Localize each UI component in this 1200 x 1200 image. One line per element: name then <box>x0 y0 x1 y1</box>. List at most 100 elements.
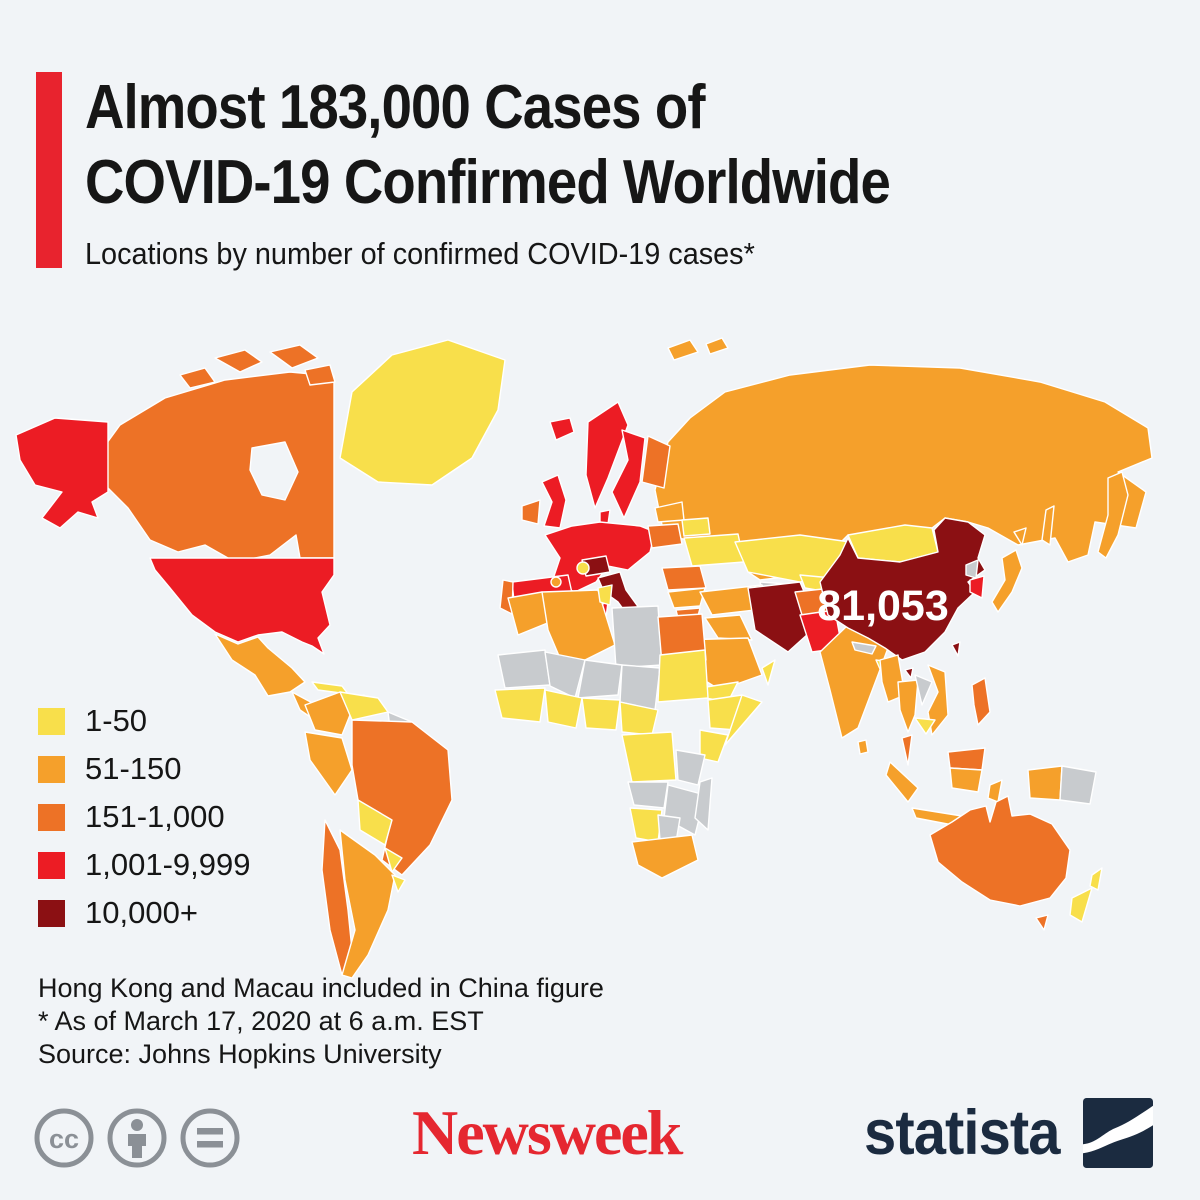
map-region-usa <box>149 557 335 655</box>
map-region-philippines <box>971 677 991 726</box>
newsweek-logo: Newsweek. <box>412 1097 684 1168</box>
map-region-romania <box>661 565 707 591</box>
map-microstate-dot <box>550 576 562 588</box>
map-region-uk <box>541 474 567 529</box>
map-region-hainan <box>904 667 914 679</box>
map-region-malaysia <box>901 734 913 766</box>
map-region-png <box>1059 765 1097 805</box>
map-region-west-new-guinea <box>1027 765 1063 801</box>
map-region-new-zealand-north <box>1089 867 1103 891</box>
map-microstate-dot <box>576 561 590 575</box>
map-region-cambodia <box>914 717 936 735</box>
map-region-angola <box>627 781 669 809</box>
map-region-svalbard-2 <box>705 337 729 355</box>
china-cases-label: 81,053 <box>817 582 949 630</box>
map-region-iceland <box>549 417 575 441</box>
page-title: Almost 183,000 Cases of COVID-19 Confirm… <box>85 70 1000 220</box>
map-region-algeria <box>541 589 616 671</box>
map-region-australia <box>929 795 1071 907</box>
map-region-bolivia <box>357 799 393 846</box>
legend-label: 1,001-9,999 <box>85 847 251 882</box>
map-region-niger <box>577 659 623 699</box>
legend-row: 10,000+ <box>38 889 250 937</box>
footnote-source: Source: Johns Hopkins University <box>38 1039 442 1069</box>
map-region-arctic-islands <box>214 349 263 373</box>
map-region-tunisia <box>597 584 613 606</box>
map-region-tanzania <box>675 749 706 786</box>
title-line-1: Almost 183,000 Cases of <box>85 73 706 142</box>
legend-row: 1,001-9,999 <box>38 841 250 889</box>
map-region-nigeria <box>581 697 621 731</box>
map-region-somalia <box>724 694 763 746</box>
statista-wordmark: statista <box>864 1098 1061 1168</box>
map-region-tasmania <box>1035 914 1049 931</box>
map-region-sulawesi <box>987 779 1003 803</box>
map-region-serbia-bulgaria <box>667 587 706 609</box>
map-region-kenya <box>699 729 729 763</box>
map-region-mauritania <box>497 649 551 689</box>
map-region-arctic-islands <box>304 364 336 386</box>
map-region-colombia <box>304 691 353 736</box>
map-region-nepal <box>851 641 877 655</box>
hudson-bay <box>249 441 299 501</box>
map-region-arctic-islands <box>269 344 319 369</box>
map-region-ukraine <box>683 533 745 567</box>
legend-label: 10,000+ <box>85 895 198 930</box>
accent-bar <box>36 72 62 268</box>
svg-text:cc: cc <box>49 1124 79 1154</box>
map-region-borneo-malaysia <box>947 747 986 771</box>
equals-icon <box>180 1108 240 1168</box>
map-region-sumatra <box>885 761 919 803</box>
map-region-south-africa <box>631 834 699 879</box>
map-region-russia-far-east <box>1097 471 1129 559</box>
map-region-oman <box>761 659 776 686</box>
legend-row: 151-1,000 <box>38 793 250 841</box>
page-subtitle: Locations by number of confirmed COVID-1… <box>85 236 755 271</box>
legend-label: 151-1,000 <box>85 799 225 834</box>
footnote-date: * As of March 17, 2020 at 6 a.m. EST <box>38 1006 484 1036</box>
legend-swatch-1001-9999 <box>38 851 65 879</box>
statista-mark-icon <box>1082 1098 1153 1168</box>
map-region-uruguay <box>391 874 406 893</box>
attribution-icon <box>107 1108 167 1168</box>
map-region-south-korea <box>969 575 985 599</box>
map-region-belarus <box>681 517 711 537</box>
map-region-mexico <box>214 633 306 697</box>
map-region-borneo-indonesia <box>949 767 983 793</box>
map-region-arctic-islands <box>179 367 216 389</box>
map-region-finland <box>641 435 671 489</box>
map-region-hokkaido <box>1013 527 1027 546</box>
creative-commons-license: cc <box>34 1108 240 1168</box>
map-legend: 1-50 51-150 151-1,000 1,001-9,999 10,000… <box>38 697 250 937</box>
map-region-china <box>819 517 986 661</box>
legend-row: 1-50 <box>38 697 250 745</box>
map-region-drc <box>621 731 677 783</box>
map-region-iraq <box>704 614 753 641</box>
map-region-west-africa <box>494 687 546 723</box>
map-region-sakhalin <box>1041 505 1055 546</box>
map-region-laos <box>914 674 933 706</box>
map-region-alaska <box>15 417 109 529</box>
map-region-paraguay <box>384 847 403 873</box>
map-region-libya <box>611 605 663 669</box>
legend-label: 1-50 <box>85 703 148 738</box>
legend-row: 51-150 <box>38 745 250 793</box>
map-region-canada <box>95 371 335 563</box>
map-region-new-zealand-south <box>1069 887 1093 923</box>
legend-swatch-10000-plus <box>38 899 65 927</box>
map-region-sweden <box>611 429 646 519</box>
legend-swatch-51-150 <box>38 755 65 783</box>
footnotes: Hong Kong and Macau included in China fi… <box>38 972 604 1071</box>
legend-swatch-151-1000 <box>38 803 65 831</box>
map-region-peru <box>304 731 353 796</box>
map-region-vietnam <box>927 664 949 736</box>
map-region-poland <box>647 523 683 549</box>
map-region-sudan <box>657 649 709 703</box>
statista-logo: statista <box>864 1098 1153 1168</box>
map-region-norway <box>585 401 629 509</box>
map-region-argentina <box>339 829 396 979</box>
registered-mark: . <box>680 1142 684 1158</box>
footnote-china: Hong Kong and Macau included in China fi… <box>38 973 604 1003</box>
legend-label: 51-150 <box>85 751 182 786</box>
